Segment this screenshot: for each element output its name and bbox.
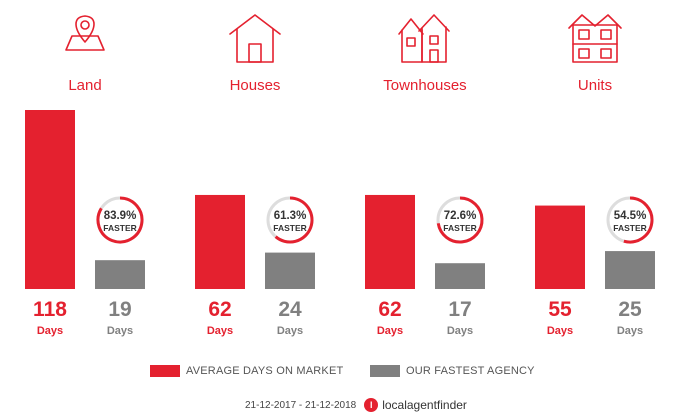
bar-average-townhouses — [365, 194, 415, 289]
value-agency-land: 19 — [108, 298, 131, 321]
value-agency-units: 25 — [618, 298, 642, 321]
bar-average-land — [25, 110, 75, 289]
faster-ring-arc-townhouses — [436, 196, 484, 244]
faster-label-units: FASTER — [613, 223, 647, 233]
legend-label-agency: OUR FASTEST AGENCY — [406, 365, 535, 377]
value-average-units: 55 — [548, 298, 572, 321]
unit-average-land: Days — [37, 325, 63, 337]
category-label-units: Units — [578, 77, 612, 94]
townhouse-icon — [398, 14, 450, 63]
value-agency-houses: 24 — [278, 298, 302, 321]
category-label-townhouses: Townhouses — [383, 77, 466, 94]
house-icon — [229, 14, 281, 63]
category-label-land: Land — [68, 77, 101, 94]
localagentfinder-logo-icon: l — [364, 398, 379, 412]
legend-swatch-average — [150, 365, 180, 377]
bar-agency-land — [95, 260, 145, 289]
faster-percent-townhouses: 72.6% — [444, 210, 477, 222]
faster-ring-arc-houses — [274, 196, 314, 244]
faster-label-land: FASTER — [103, 223, 137, 233]
unit-agency-houses: Days — [277, 325, 303, 337]
category-label-houses: Houses — [230, 77, 281, 94]
faster-ring-arc-units — [623, 196, 654, 244]
unit-average-houses: Days — [207, 325, 233, 337]
bar-average-units — [535, 205, 585, 289]
days-on-market-chart: Land118Days19Days83.9%FASTERHouses62Days… — [25, 14, 655, 337]
unit-agency-land: Days — [107, 325, 133, 337]
faster-percent-houses: 61.3% — [274, 210, 307, 222]
legend-agency: OUR FASTEST AGENCY — [370, 364, 535, 378]
faster-percent-units: 54.5% — [614, 210, 647, 222]
legend-swatch-agency — [370, 365, 400, 377]
faster-percent-land: 83.9% — [104, 210, 137, 222]
faster-label-houses: FASTER — [273, 223, 307, 233]
bar-agency-houses — [265, 252, 315, 289]
bar-agency-townhouses — [435, 263, 485, 289]
value-agency-townhouses: 17 — [448, 298, 471, 321]
unit-average-townhouses: Days — [377, 325, 403, 337]
bar-agency-units — [605, 251, 655, 289]
unit-agency-units: Days — [617, 325, 643, 337]
value-average-land: 118 — [33, 298, 67, 321]
unit-agency-townhouses: Days — [447, 325, 473, 337]
units-building-icon — [568, 14, 622, 63]
value-average-townhouses: 62 — [378, 298, 401, 321]
legend-label-average: AVERAGE DAYS ON MARKET — [186, 365, 344, 377]
footer: 21-12-2017 - 21-12-2018 l localagentfind… — [245, 398, 467, 412]
unit-average-units: Days — [547, 325, 573, 337]
date-range: 21-12-2017 - 21-12-2018 — [245, 399, 357, 411]
faster-ring-arc-land — [96, 196, 144, 244]
value-average-houses: 62 — [208, 298, 231, 321]
faster-label-townhouses: FASTER — [443, 223, 477, 233]
brand-name: localagentfinder — [382, 398, 467, 412]
bar-average-houses — [195, 194, 245, 289]
location-pin-icon — [65, 15, 105, 51]
legend-average: AVERAGE DAYS ON MARKET — [150, 364, 343, 378]
